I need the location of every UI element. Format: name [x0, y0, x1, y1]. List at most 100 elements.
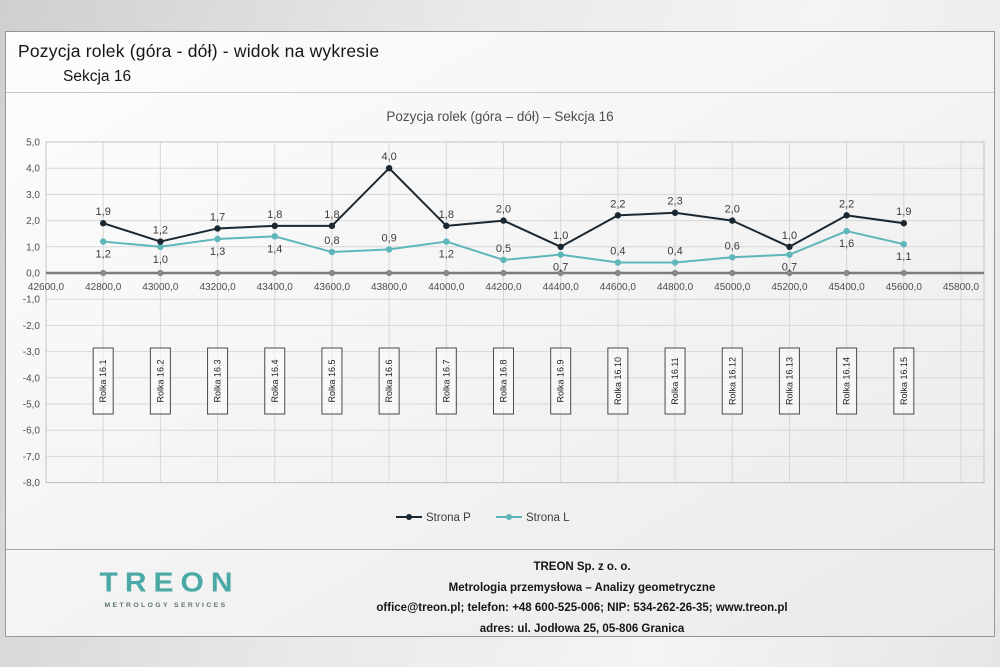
- rolka-box: [550, 347, 572, 415]
- data-label: 1,2: [153, 225, 168, 237]
- data-label: 2,2: [610, 198, 625, 210]
- y-tick-label: 2,0: [26, 216, 40, 227]
- rolka-label: Rolka 16.5: [327, 359, 337, 402]
- data-point: [443, 238, 450, 245]
- page-subtitle: Sekcja 16: [63, 68, 132, 85]
- data-point: [271, 222, 278, 230]
- x-tick-label: 44000,0: [428, 282, 465, 293]
- x-tick-label: 43600,0: [314, 282, 351, 293]
- data-label: 1,7: [210, 211, 225, 223]
- data-point: [900, 220, 908, 227]
- rolka-label: Rolka 16.2: [155, 359, 165, 402]
- legend-label: Strona L: [526, 512, 570, 524]
- rolka-label: Rolka 16.11: [670, 357, 680, 404]
- x-tick-label: 45400,0: [829, 282, 866, 293]
- data-point: [900, 240, 908, 248]
- data-point: [843, 212, 850, 219]
- data-label: 4,0: [381, 151, 396, 163]
- legend-label: Strona P: [426, 512, 471, 524]
- data-label: 0,4: [667, 246, 682, 258]
- baseline-marker: [386, 269, 393, 277]
- data-label: 1,8: [267, 209, 282, 221]
- y-tick-label: -2,0: [23, 321, 41, 332]
- y-tick-label: 0,0: [26, 269, 40, 280]
- rolka-label: Rolka 16.6: [384, 359, 394, 402]
- data-point: [500, 256, 507, 264]
- y-tick-label: 1,0: [26, 242, 40, 253]
- baseline-marker: [328, 269, 335, 277]
- data-label: 1,4: [267, 243, 282, 255]
- x-tick-label: 44400,0: [543, 282, 580, 293]
- footer-company: TREON Sp. z o. o.: [533, 561, 631, 573]
- chart-canvas: Pozycja rolek (góra – dół) – Sekcja 16 5,…: [23, 109, 985, 524]
- data-point: [843, 227, 850, 235]
- footer-services: Metrologia przemysłowa – Analizy geometr…: [448, 581, 716, 594]
- legend-marker: [506, 514, 512, 520]
- data-label: 1,8: [324, 209, 339, 221]
- page-header: Pozycja rolek (góra - dół) - widok na wy…: [6, 32, 994, 93]
- x-tick-label: 43800,0: [371, 282, 408, 293]
- x-tick-label: 45000,0: [714, 282, 751, 293]
- rolka-label: Rolka 16.13: [784, 357, 794, 405]
- rolka-box: [893, 347, 915, 415]
- data-point: [614, 212, 622, 219]
- baseline-marker: [729, 269, 736, 277]
- y-tick-label: -3,0: [23, 347, 41, 358]
- data-label: 2,0: [725, 204, 740, 216]
- rolka-label: Rolka 16.7: [441, 359, 451, 402]
- data-label: 1,2: [96, 249, 111, 261]
- report-page: Pozycja rolek (góra - dół) - widok na wy…: [5, 31, 995, 637]
- rolka-box: [721, 347, 743, 415]
- data-point: [385, 246, 393, 253]
- baseline-marker: [843, 269, 850, 277]
- y-tick-label: -4,0: [23, 373, 41, 384]
- baseline-marker: [157, 269, 164, 277]
- plot-frame: [45, 141, 985, 484]
- data-point: [328, 222, 336, 230]
- rolka-label: Rolka 16.1: [98, 359, 108, 402]
- x-tick-label: 42600,0: [28, 282, 65, 293]
- rolka-label: Rolka 16.10: [613, 357, 623, 405]
- baseline-marker: [786, 269, 793, 277]
- rolka-box: [149, 347, 171, 415]
- data-label: 0,6: [725, 240, 740, 252]
- data-label: 1,1: [896, 251, 911, 263]
- x-tick-label: 44200,0: [485, 282, 522, 293]
- baseline-marker: [443, 269, 450, 277]
- footer-text-block: TREON Sp. z o. o. Metrologia przemysłowa…: [176, 557, 988, 639]
- data-label: 0,7: [553, 262, 568, 274]
- baseline-marker: [672, 269, 679, 277]
- data-label: 0,4: [610, 246, 625, 258]
- data-point: [99, 220, 107, 227]
- rolka-box: [664, 347, 686, 415]
- logo-tagline: METROLOGY SERVICES: [104, 602, 228, 609]
- data-point: [557, 251, 564, 258]
- data-label: 1,0: [153, 254, 168, 266]
- baseline-marker: [557, 269, 564, 277]
- rolka-label: Rolka 16.3: [213, 359, 223, 402]
- data-label: 1,2: [439, 249, 454, 261]
- data-point: [671, 259, 679, 266]
- data-label: 1,8: [439, 209, 454, 221]
- x-tick-label: 42800,0: [85, 282, 122, 293]
- data-label: 2,2: [839, 198, 854, 210]
- treon-logo: TREON METROLOGY SERVICES: [66, 566, 266, 609]
- y-tick-label: -8,0: [23, 478, 41, 489]
- y-tick-label: -1,0: [23, 295, 41, 306]
- data-point: [786, 243, 793, 250]
- rolka-box: [435, 347, 457, 415]
- x-tick-label: 44800,0: [657, 282, 694, 293]
- data-point: [99, 238, 107, 245]
- rolka-box: [207, 347, 229, 415]
- data-point: [729, 217, 736, 224]
- data-point: [328, 248, 336, 256]
- baseline-marker: [614, 269, 621, 277]
- x-tick-label: 44600,0: [600, 282, 637, 293]
- rolka-label: Rolka 16.9: [556, 359, 566, 402]
- data-point: [157, 243, 164, 250]
- data-label: 1,6: [839, 238, 854, 250]
- data-label: 2,3: [667, 196, 682, 208]
- page-footer: TREON METROLOGY SERVICES TREON Sp. z o. …: [6, 549, 994, 636]
- x-tick-label: 43000,0: [142, 282, 179, 293]
